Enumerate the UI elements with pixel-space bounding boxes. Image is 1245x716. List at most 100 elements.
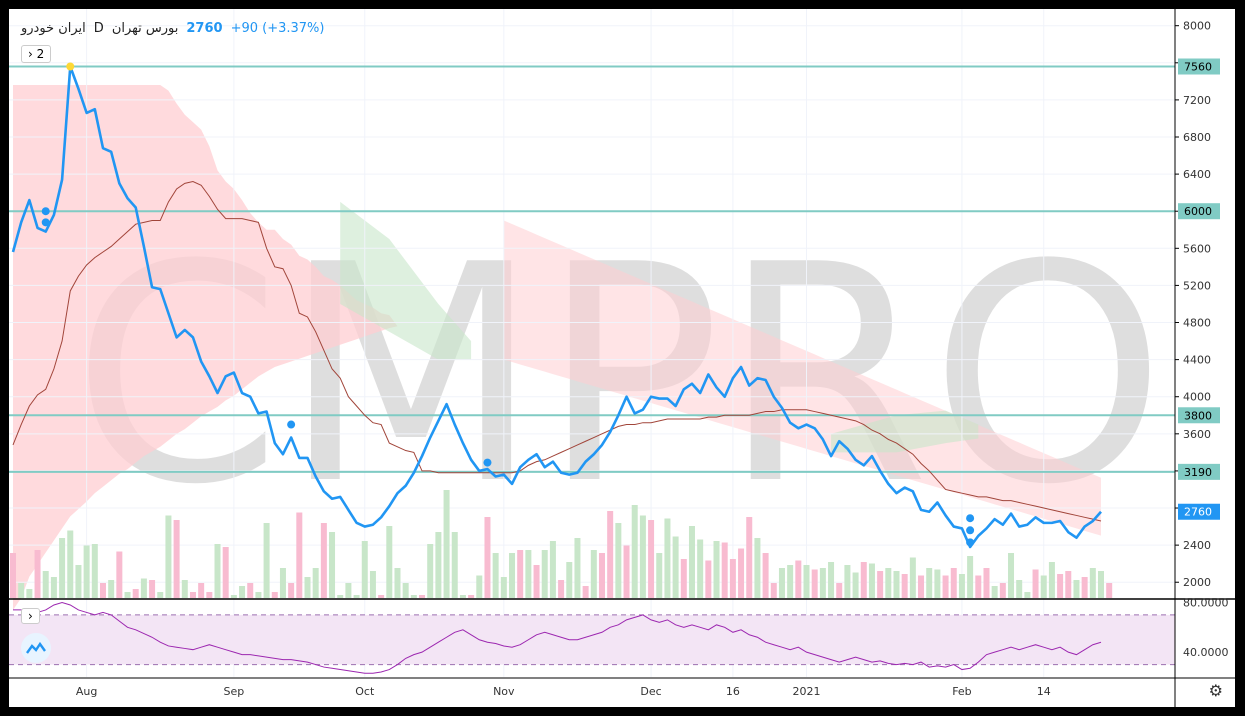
volume-bar: [255, 592, 262, 598]
volume-bar: [468, 595, 475, 598]
level-price-tag[interactable]: 6000: [1178, 203, 1220, 220]
volume-bar: [958, 574, 965, 598]
signal-marker: [287, 420, 296, 429]
volume-bar: [1065, 571, 1072, 598]
volume-bar: [1016, 580, 1023, 598]
level-price-tag-bg: [1178, 203, 1220, 220]
volume-bar: [296, 512, 303, 598]
volume-bar: [770, 583, 777, 598]
volume-bar: [279, 568, 286, 598]
interval-label[interactable]: D: [93, 21, 104, 36]
indicator-toggle-button[interactable]: › 2: [21, 45, 52, 63]
kumo-cloud-bullish: [340, 201, 472, 360]
top-marker: [66, 62, 75, 71]
level-price-tag[interactable]: 3190: [1178, 463, 1220, 480]
signal-marker: [966, 514, 975, 523]
kijun-line: [12, 181, 1102, 522]
volume-bar: [541, 550, 548, 598]
volume-bar: [99, 583, 106, 598]
last-price-tag-bg: [1178, 503, 1220, 520]
level-price-tag-bg: [1178, 463, 1220, 480]
gear-icon[interactable]: ⚙: [1208, 681, 1223, 700]
rsi-toggle-button[interactable]: ›: [21, 608, 40, 624]
volume-bar: [337, 595, 344, 598]
volume-bar: [50, 577, 57, 598]
volume-bar: [877, 571, 884, 598]
x-tick-label: Oct: [355, 685, 375, 698]
symbol-name[interactable]: ایران خودرو: [21, 21, 86, 36]
volume-bar: [713, 541, 720, 598]
level-price-tag-text: 3800: [1184, 409, 1212, 422]
volume-bar: [942, 575, 949, 598]
chevron-right-icon: ›: [28, 47, 33, 61]
volume-bar: [885, 568, 892, 598]
indicator-count: 2: [36, 47, 45, 61]
volume-bar: [329, 532, 336, 598]
volume-bar: [672, 536, 679, 598]
signal-marker: [966, 538, 975, 547]
volume-bar: [410, 595, 417, 598]
volume-bar: [361, 541, 368, 598]
volume-bar: [762, 553, 769, 598]
level-price-tag-bg: [1178, 58, 1220, 75]
volume-bar: [230, 595, 237, 598]
volume-bar: [198, 583, 205, 598]
volume-bar: [893, 571, 900, 598]
rsi-tick-label: 80.0000: [1183, 596, 1229, 609]
volume-bar: [705, 560, 712, 598]
volume-bar: [819, 568, 826, 598]
x-tick-label: Aug: [76, 685, 97, 698]
last-price-tag[interactable]: 2760: [1178, 503, 1220, 520]
level-price-tag-text: 6000: [1184, 205, 1212, 218]
volume-bar: [132, 589, 139, 598]
y-tick-label: 4000: [1183, 391, 1211, 404]
volume-bar: [549, 541, 556, 598]
volume-bar: [860, 562, 867, 598]
volume-bar: [222, 547, 229, 598]
price-series-line[interactable]: [11, 65, 1102, 549]
volume-bar: [149, 580, 156, 598]
volume-bar: [451, 532, 458, 598]
x-tick-label: Dec: [640, 685, 661, 698]
volume-bar: [1089, 568, 1096, 598]
level-price-tag[interactable]: 3800: [1178, 407, 1220, 424]
volume-bar: [247, 583, 254, 598]
x-tick-label: Sep: [224, 685, 245, 698]
level-price-tag[interactable]: 7560: [1178, 58, 1220, 75]
volume-bar: [1024, 592, 1031, 598]
level-price-tag-bg: [1178, 407, 1220, 424]
chart-canvas[interactable]: CMPRO 8000760072006800640060005600520048…: [9, 9, 1235, 707]
volume-bar: [1098, 571, 1104, 598]
volume-bar: [975, 575, 982, 598]
volume-bar: [934, 569, 941, 598]
volume-bar: [517, 550, 524, 598]
x-tick-label: 2021: [793, 685, 821, 698]
volume-bar: [918, 575, 925, 598]
volume-bar: [239, 586, 246, 598]
volume-bar: [639, 515, 646, 598]
volume-bar: [435, 532, 442, 598]
volume-bar: [828, 562, 835, 598]
volume-bar: [697, 539, 704, 598]
volume-bar: [26, 589, 33, 598]
y-tick-label: 7200: [1183, 94, 1211, 107]
volume-bar: [631, 505, 638, 598]
volume-bar: [402, 583, 409, 598]
volume-bar: [1032, 569, 1039, 598]
x-tick-label: Nov: [493, 685, 515, 698]
exchange-name: بورس تهران: [111, 21, 179, 36]
volume-bar: [189, 592, 196, 598]
volume-bar: [950, 568, 957, 598]
volume-bar: [386, 526, 393, 598]
last-price-tag-text: 2760: [1184, 506, 1212, 519]
tradingview-logo-icon[interactable]: [21, 633, 51, 663]
rsi-line[interactable]: [13, 601, 1102, 674]
rsi-tick-label: 40.0000: [1183, 646, 1229, 659]
volume-bar: [206, 592, 213, 598]
volume-bar: [746, 517, 753, 598]
volume-bar: [688, 526, 695, 598]
volume-bar: [419, 595, 426, 598]
volume-bar: [525, 550, 532, 598]
volume-bar: [492, 553, 499, 598]
volume-bar: [836, 583, 843, 598]
